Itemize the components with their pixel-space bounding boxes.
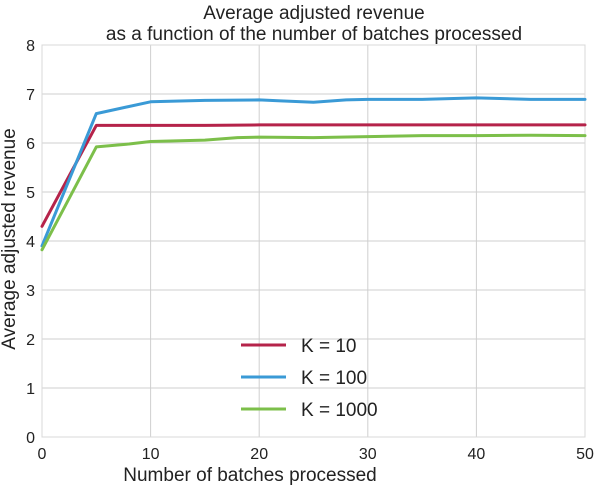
x-axis-ticks: 0 10 20 30 40 50 (38, 446, 594, 463)
series-line-3 (40, 133, 587, 252)
y-tick-label: 1 (26, 381, 35, 398)
x-axis-label: Number of batches processed (123, 465, 376, 486)
series-lines (40, 96, 587, 252)
series-line-1 (40, 123, 587, 228)
legend-label-1: K = 10 (301, 336, 356, 357)
chart-title-line-1: Average adjusted revenue (203, 3, 424, 24)
x-tick-label: 20 (250, 446, 268, 463)
y-axis-label: Average adjusted revenue (0, 128, 20, 349)
legend-label-2: K = 100 (301, 368, 367, 389)
x-tick-label: 0 (38, 446, 47, 463)
y-tick-label: 5 (26, 185, 35, 202)
x-tick-label: 40 (468, 446, 486, 463)
legend: K = 10 K = 100 K = 1000 (241, 336, 378, 421)
y-tick-label: 0 (26, 430, 35, 447)
plot-area (41, 44, 586, 438)
y-tick-label: 3 (26, 283, 35, 300)
grid (42, 45, 585, 437)
y-axis-ticks: 0 1 2 3 4 5 6 7 8 (26, 38, 35, 447)
y-tick-label: 4 (26, 234, 35, 251)
x-tick-label: 10 (142, 446, 160, 463)
y-tick-label: 7 (26, 87, 35, 104)
series-line-2 (40, 96, 587, 248)
legend-label-3: K = 1000 (301, 400, 378, 421)
y-tick-label: 2 (26, 332, 35, 349)
y-tick-label: 8 (26, 38, 35, 55)
x-tick-label: 50 (576, 446, 594, 463)
x-tick-label: 30 (359, 446, 377, 463)
chart-title-line-2: as a function of the number of batches p… (106, 24, 522, 45)
y-tick-label: 6 (26, 136, 35, 153)
